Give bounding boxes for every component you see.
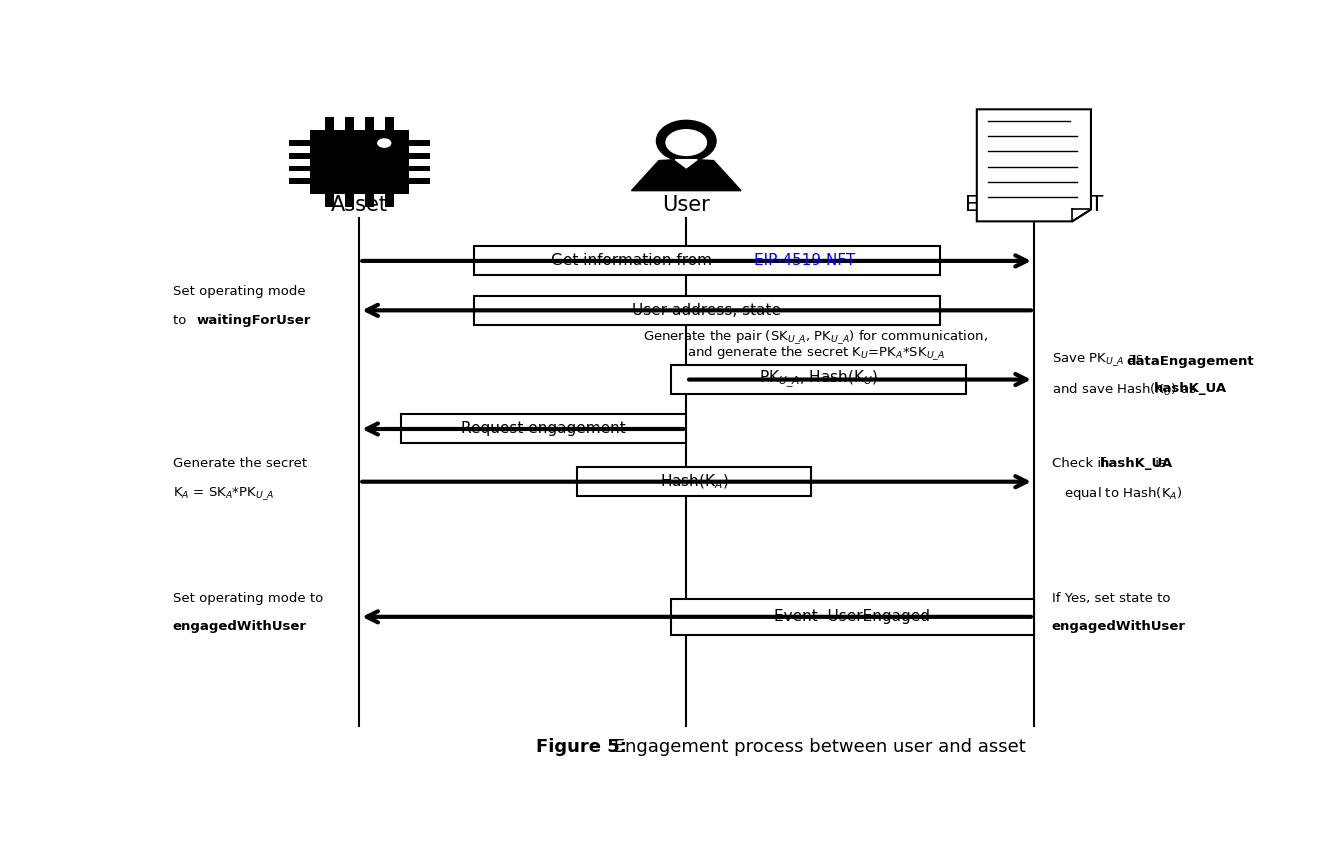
Text: Generate the pair (SK$_{U\_A}$, PK$_{U\_A}$) for communication,: Generate the pair (SK$_{U\_A}$, PK$_{U\_… [644,329,988,346]
Text: Engagement process between user and asset: Engagement process between user and asse… [608,739,1026,757]
Bar [345,193,353,207]
Bar [289,165,309,171]
Text: and generate the secret K$_{U}$=PK$_{A}$*SK$_{U\_A}$: and generate the secret K$_{U}$=PK$_{A}$… [687,344,945,362]
Polygon shape [632,159,740,191]
Circle shape [660,126,712,159]
Text: K$_{A}$ = SK$_{A}$*PK$_{U\_A}$: K$_{A}$ = SK$_{A}$*PK$_{U\_A}$ [173,485,274,502]
Bar [345,117,353,130]
Circle shape [665,130,707,156]
Text: hashK_UA: hashK_UA [1154,382,1228,395]
Text: Hash(K$_{A}$): Hash(K$_{A}$) [660,473,728,490]
Text: User: User [663,195,710,215]
Bar [577,467,811,496]
Text: and save Hash(K$_{U}$) as: and save Hash(K$_{U}$) as [1051,382,1197,398]
Text: EIP-4519 NFT: EIP-4519 NFT [964,195,1103,215]
Text: equal to Hash(K$_{A}$): equal to Hash(K$_{A}$) [1065,485,1182,502]
Polygon shape [675,159,698,168]
Bar [410,140,430,146]
Bar [364,117,374,130]
Text: Get information from: Get information from [552,253,718,269]
Text: EIP-4519 NFT: EIP-4519 NFT [754,253,854,269]
Text: Set operating mode to: Set operating mode to [173,592,323,605]
Bar [400,414,687,443]
Text: Save PK$_{U\_A}$ as: Save PK$_{U\_A}$ as [1051,351,1145,368]
Ellipse shape [656,121,716,162]
Text: User address, state: User address, state [632,303,782,318]
Polygon shape [977,110,1091,222]
Text: waitingForUser: waitingForUser [197,313,311,327]
Bar [410,178,430,184]
Text: is: is [1152,457,1166,470]
Circle shape [378,139,391,147]
Bar [410,165,430,171]
Bar [474,247,940,276]
Text: Event  UserEngaged: Event UserEngaged [774,609,931,624]
Bar [671,598,1034,635]
Bar [289,178,309,184]
Text: If Yes, set state to: If Yes, set state to [1051,592,1170,605]
Text: Request engagement: Request engagement [461,421,625,437]
Bar [384,193,394,207]
Text: Generate the secret: Generate the secret [173,457,307,470]
Bar [410,153,430,158]
Bar [309,130,410,193]
Text: Asset: Asset [331,195,388,215]
Text: Figure 5:: Figure 5: [536,739,627,757]
Bar [325,193,333,207]
Text: engagedWithUser: engagedWithUser [1051,620,1185,633]
Text: engagedWithUser: engagedWithUser [173,620,307,633]
Bar [289,140,309,146]
Text: Set operating mode: Set operating mode [173,286,305,299]
Text: PK$_{U\_A}$, Hash(K$_{U}$): PK$_{U\_A}$, Hash(K$_{U}$) [759,369,878,390]
Text: Check if: Check if [1051,457,1110,470]
Bar [325,117,333,130]
Bar [364,193,374,207]
Text: to: to [173,313,190,327]
Bar [384,117,394,130]
Bar [671,365,967,394]
Text: dataEngagement: dataEngagement [1126,354,1253,368]
Bar [474,296,940,324]
Text: hashK_UA: hashK_UA [1101,457,1173,470]
Bar [289,153,309,158]
